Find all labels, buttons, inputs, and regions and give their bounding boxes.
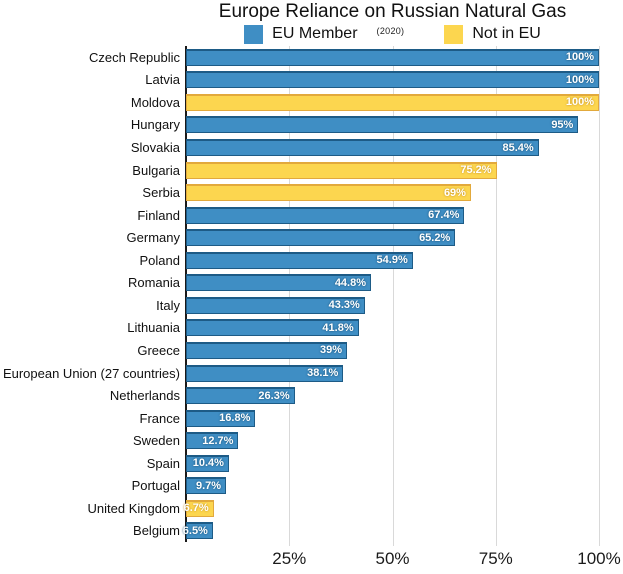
eu-member-swatch-icon bbox=[244, 24, 264, 44]
country-label: Germany bbox=[126, 230, 180, 246]
country-label: Latvia bbox=[145, 72, 180, 88]
bar: 26.3% bbox=[186, 387, 295, 405]
bar-value-label: 41.8% bbox=[322, 321, 354, 334]
not-in-eu-swatch-icon bbox=[444, 24, 464, 44]
bar: 6.5% bbox=[182, 522, 213, 540]
country-label: United Kingdom bbox=[87, 500, 181, 516]
bar: 65.2% bbox=[186, 229, 456, 247]
bar-value-label: 6.7% bbox=[183, 502, 209, 515]
bar: 100% bbox=[186, 71, 599, 89]
bar-value-label: 69% bbox=[443, 186, 466, 199]
legend-label-eu-member: EU Member bbox=[272, 25, 358, 42]
bar: 39% bbox=[186, 341, 348, 359]
bar: 100% bbox=[186, 93, 599, 111]
country-label: Poland bbox=[139, 252, 180, 268]
x-tick-label-25: 25% bbox=[272, 549, 307, 568]
bar: 43.3% bbox=[186, 296, 365, 314]
legend-label-not-in-eu: Not in EU bbox=[472, 25, 541, 42]
gridline-75 bbox=[495, 46, 497, 546]
bar: 85.4% bbox=[186, 139, 539, 156]
country-label: Romania bbox=[127, 275, 180, 291]
country-label: Bulgaria bbox=[132, 162, 180, 178]
bar-value-label: 6.5% bbox=[182, 524, 208, 537]
bar-value-label: 44.8% bbox=[334, 276, 367, 289]
country-label: European Union (27 countries) bbox=[2, 365, 180, 381]
country-label: France bbox=[139, 410, 180, 426]
gridline-50 bbox=[392, 46, 394, 546]
country-label: Netherlands bbox=[109, 388, 180, 404]
chart-subtitle-year: (2020) bbox=[376, 26, 405, 36]
country-label: Finland bbox=[137, 207, 180, 223]
bar-value-label: 12.7% bbox=[202, 434, 234, 447]
country-label: Italy bbox=[156, 297, 180, 313]
bar: 10.4% bbox=[186, 454, 229, 472]
bar-value-label: 26.3% bbox=[258, 389, 290, 402]
legend-item-not-in-eu: Not in EU bbox=[444, 24, 541, 44]
bar: 12.7% bbox=[186, 432, 239, 450]
x-tick-label-75: 75% bbox=[478, 549, 513, 568]
country-label: Moldova bbox=[130, 94, 180, 110]
legend-item-eu-member: EU Member bbox=[244, 24, 358, 44]
bar-value-label: 75.2% bbox=[460, 164, 492, 177]
bar-value-label: 54.9% bbox=[376, 254, 408, 267]
x-axis-tick-labels: 25% 50% 75% 100% bbox=[0, 549, 623, 571]
bar: 67.4% bbox=[186, 206, 465, 224]
bar-value-label: 16.8% bbox=[219, 412, 251, 425]
bar-value-label: 100% bbox=[565, 73, 594, 86]
bar: 41.8% bbox=[186, 319, 359, 337]
bar-value-label: 39% bbox=[320, 344, 343, 357]
country-label: Portugal bbox=[131, 478, 180, 494]
country-label: Slovakia bbox=[130, 140, 180, 155]
x-tick-label-50: 50% bbox=[375, 549, 410, 568]
country-label: Hungary bbox=[130, 117, 180, 133]
gridline-25 bbox=[289, 46, 291, 546]
country-label: Spain bbox=[146, 455, 180, 471]
chart-legend: EU Member (2020) Not in EU bbox=[186, 24, 599, 44]
bar: 75.2% bbox=[186, 161, 497, 179]
country-label: Greece bbox=[137, 342, 180, 358]
bar-value-label: 67.4% bbox=[428, 209, 460, 222]
bar-value-label: 38.1% bbox=[307, 367, 339, 379]
bar: 16.8% bbox=[186, 409, 256, 427]
country-label: Serbia bbox=[142, 185, 180, 201]
gridline-100 bbox=[599, 46, 600, 546]
plot-area: 100% 100% 100% 95% 85.4% 75.2% 69% 67.4% 65.2% 54… bbox=[182, 46, 600, 546]
bar-value-label: 95% bbox=[551, 118, 574, 131]
bar: 38.1% bbox=[186, 364, 344, 382]
country-label: Belgium bbox=[133, 523, 180, 539]
y-axis-country-labels: Czech Republic Latvia Moldova Hungary Slovak… bbox=[0, 46, 180, 542]
country-label: Lithuania bbox=[127, 320, 180, 336]
x-tick-label-100: 100% bbox=[577, 549, 621, 568]
bar: 100% bbox=[186, 48, 599, 66]
country-label: Czech Republic bbox=[88, 49, 180, 65]
chart-title: Europe Reliance on Russian Natural Gas bbox=[218, 1, 567, 22]
bar-value-label: 100% bbox=[565, 51, 594, 64]
bar: 69% bbox=[186, 184, 471, 202]
bar: 54.9% bbox=[186, 251, 413, 269]
bar-value-label: 65.2% bbox=[419, 231, 451, 244]
y-axis-line bbox=[185, 46, 187, 542]
bar-value-label: 43.3% bbox=[328, 299, 360, 312]
bar-value-label: 10.4% bbox=[192, 457, 224, 470]
bar-value-label: 85.4% bbox=[502, 141, 534, 154]
bar: 9.7% bbox=[186, 477, 227, 495]
country-label: Sweden bbox=[133, 433, 180, 449]
bar-value-label: 9.7% bbox=[195, 479, 222, 492]
bar: 6.7% bbox=[183, 499, 214, 517]
bar: 44.8% bbox=[186, 274, 372, 292]
bar-value-label: 100% bbox=[565, 96, 594, 109]
bar: 95% bbox=[186, 116, 579, 134]
